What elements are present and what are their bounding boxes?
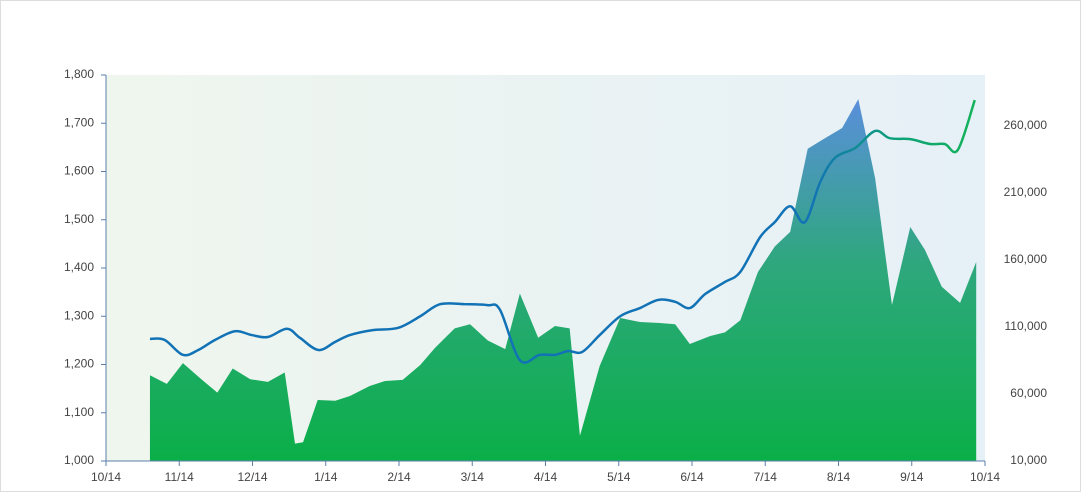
y2-tick-label: 160,000: [1004, 252, 1048, 266]
x-tick-label: 10/14: [970, 470, 1000, 484]
x-tick-label: 10/14: [91, 470, 121, 484]
x-tick-label: 6/14: [680, 470, 704, 484]
area: [149, 99, 977, 461]
x-tick-label: 7/14: [754, 470, 778, 484]
x-tick-label: 9/14: [900, 470, 924, 484]
x-tick-label: 12/14: [237, 470, 267, 484]
x-tick-label: 11/14: [165, 470, 194, 484]
x-tick-label: 8/14: [827, 470, 851, 484]
y-tick-label: 1,500: [64, 212, 94, 226]
y-tick-label: 1,800: [64, 67, 94, 81]
y-tick-label: 1,600: [64, 164, 94, 178]
y2-tick-label: 60,000: [1010, 386, 1047, 400]
y2-tick-label: 10,000: [1010, 453, 1047, 467]
y-tick-label: 1,100: [64, 405, 94, 419]
y-tick-label: 1,200: [64, 357, 94, 371]
y-tick-label: 1,700: [64, 115, 94, 129]
x-tick-label: 2/14: [387, 470, 411, 484]
y-tick-label: 1,000: [64, 453, 94, 467]
y-tick-label: 1,300: [64, 308, 94, 322]
x-tick-label: 3/14: [461, 470, 485, 484]
x-tick-label: 4/14: [534, 470, 558, 484]
x-tick-label: 1/14: [314, 470, 338, 484]
y2-tick-label: 110,000: [1005, 319, 1048, 333]
y-tick-label: 1,400: [64, 260, 94, 274]
line: [149, 99, 976, 364]
y2-tick-label: 260,000: [1004, 118, 1048, 132]
y2-tick-label: 210,000: [1004, 185, 1048, 199]
x-tick-label: 5/14: [607, 470, 631, 484]
